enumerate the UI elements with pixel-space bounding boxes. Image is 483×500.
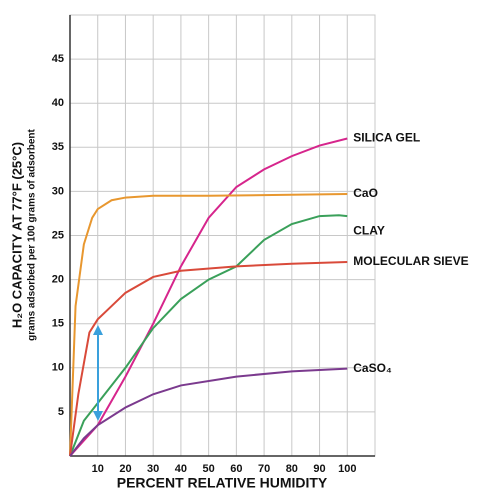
arrow-head (93, 411, 103, 421)
y-tick-label: 30 (52, 185, 64, 197)
x-tick-label: 30 (147, 463, 159, 475)
y-tick-label: 45 (52, 53, 64, 65)
y-tick-label: 5 (58, 406, 64, 418)
series-label: SILICA GEL (353, 131, 420, 145)
y-axis-subtitle: grams adsorbed per 100 grams of adsorben… (27, 128, 38, 340)
series-line (69, 193, 348, 457)
x-tick-label: 40 (175, 463, 187, 475)
arrow-head (93, 325, 103, 335)
y-tick-label: 25 (52, 229, 64, 241)
x-tick-label: 20 (119, 463, 131, 475)
y-axis-title: H₂O CAPACITY AT 77°F (25°C) (9, 142, 24, 328)
series-line (69, 137, 348, 457)
series-label: CaSO₄ (353, 361, 392, 375)
y-tick-label: 10 (52, 362, 64, 374)
series-line (69, 367, 348, 457)
y-tick-label: 20 (52, 274, 64, 286)
annotation-arrow (93, 325, 103, 421)
series-label: MOLECULAR SIEVE (353, 254, 468, 268)
x-tick-label: 100 (338, 463, 356, 475)
x-tick-label: 90 (313, 463, 325, 475)
x-tick-label: 70 (258, 463, 270, 475)
y-tick-label: 35 (52, 141, 64, 153)
x-tick-label: 50 (203, 463, 215, 475)
x-tick-label: 10 (92, 463, 104, 475)
series-line (69, 260, 348, 457)
x-axis-title: PERCENT RELATIVE HUMIDITY (117, 475, 328, 491)
y-tick-label: 15 (52, 318, 64, 330)
x-tick-label: 60 (230, 463, 242, 475)
series-label: CaO (353, 186, 378, 200)
series-label: CLAY (353, 223, 385, 237)
x-tick-label: 80 (286, 463, 298, 475)
y-tick-label: 40 (52, 97, 64, 109)
